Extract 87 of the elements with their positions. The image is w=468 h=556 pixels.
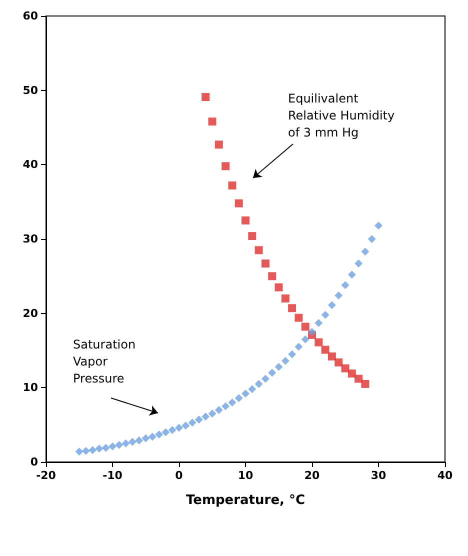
point	[202, 412, 210, 421]
y-tick-label: 50	[22, 84, 38, 97]
point	[288, 350, 296, 358]
x-tick-label: -20	[36, 469, 56, 482]
point	[341, 281, 350, 290]
point	[354, 374, 363, 383]
point	[234, 199, 243, 208]
x-tick-label: 0	[175, 469, 184, 482]
point	[142, 434, 150, 442]
y-tick-label: 60	[22, 10, 38, 22]
point	[228, 181, 236, 190]
point	[301, 335, 310, 344]
y-tick-label: 40	[22, 158, 38, 172]
point	[75, 448, 84, 456]
point	[281, 356, 290, 365]
point	[222, 402, 230, 410]
point	[82, 446, 90, 455]
point	[102, 444, 110, 452]
point	[321, 310, 330, 319]
point	[301, 322, 310, 331]
point	[328, 301, 336, 310]
point	[321, 346, 330, 354]
point	[294, 342, 303, 351]
point	[328, 352, 336, 360]
point	[234, 394, 243, 402]
point	[214, 406, 223, 414]
point	[155, 430, 164, 438]
point	[228, 398, 236, 407]
point	[361, 248, 370, 256]
point	[108, 442, 116, 450]
point	[248, 232, 256, 240]
annotation: Equilivalent Relative Humidity of 3 mm Hg	[288, 92, 395, 140]
y-tick-label: 10	[22, 381, 38, 394]
point	[308, 328, 316, 336]
x-tick-label: -10	[102, 469, 123, 482]
point	[334, 291, 343, 300]
point	[354, 260, 363, 268]
point	[341, 364, 350, 372]
x-tick-label: 10	[238, 469, 254, 482]
x-tick-label: 40	[437, 469, 453, 482]
point	[175, 424, 183, 432]
point	[268, 272, 276, 280]
point	[188, 418, 196, 427]
point	[95, 444, 104, 453]
point	[261, 260, 270, 268]
annotation: Saturation Vapor Pressure	[73, 338, 136, 386]
point	[88, 446, 97, 454]
point	[334, 358, 343, 366]
point	[222, 162, 230, 170]
point	[361, 380, 370, 388]
point	[208, 410, 216, 418]
point	[242, 390, 250, 398]
point	[128, 438, 136, 446]
point	[168, 426, 176, 434]
x-axis-title: Temperature, °C	[186, 493, 306, 508]
point	[135, 436, 144, 444]
x-tick-label: 30	[370, 469, 386, 482]
point	[122, 439, 130, 448]
point	[268, 368, 276, 377]
point	[148, 432, 156, 441]
point	[314, 318, 323, 327]
point	[314, 338, 323, 346]
point	[214, 140, 223, 149]
point	[374, 222, 382, 230]
point	[208, 118, 216, 126]
point	[274, 283, 283, 292]
point	[248, 385, 256, 394]
point	[115, 440, 124, 449]
point	[261, 374, 270, 383]
point	[288, 304, 296, 312]
point	[194, 416, 203, 424]
point	[162, 428, 170, 436]
point	[254, 380, 263, 388]
point	[182, 422, 190, 430]
point	[202, 93, 210, 102]
point	[368, 235, 376, 243]
point	[294, 314, 303, 322]
point	[254, 246, 263, 254]
x-tick-label: 20	[304, 469, 320, 482]
y-tick-label: 30	[22, 232, 38, 246]
point	[281, 294, 290, 302]
point	[348, 370, 356, 378]
y-tick-label: 20	[22, 306, 38, 320]
y-tick-label: 0	[30, 456, 38, 468]
point	[348, 270, 356, 279]
point	[242, 216, 250, 224]
point	[274, 362, 283, 371]
